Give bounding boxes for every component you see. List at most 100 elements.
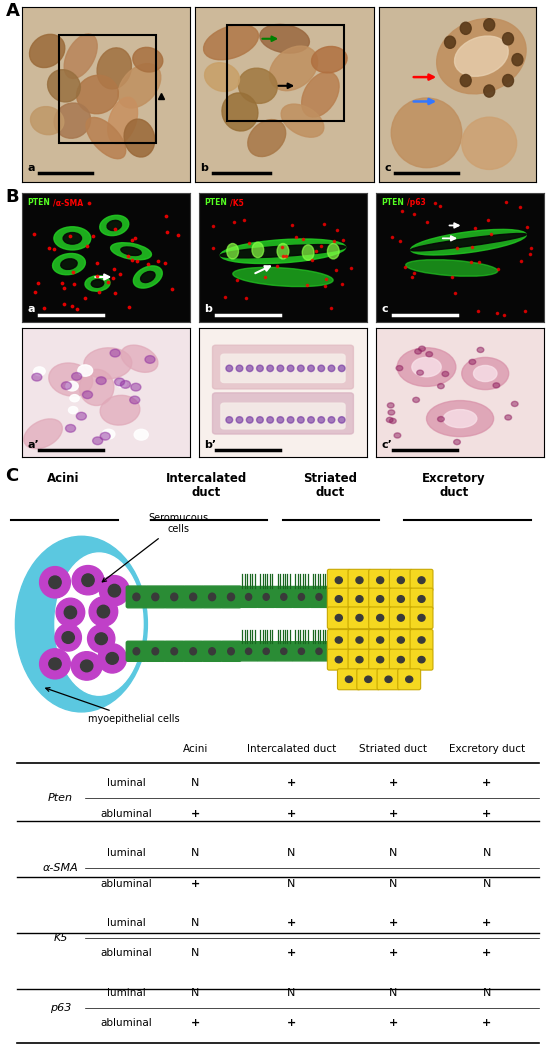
Ellipse shape	[226, 417, 233, 423]
Point	[423, 213, 432, 230]
Ellipse shape	[64, 606, 76, 619]
Point	[273, 258, 282, 275]
Point	[307, 251, 316, 268]
Ellipse shape	[493, 383, 500, 388]
Ellipse shape	[411, 229, 526, 254]
FancyBboxPatch shape	[164, 641, 184, 661]
Ellipse shape	[377, 637, 384, 643]
Text: Pten: Pten	[48, 793, 73, 804]
Ellipse shape	[145, 356, 155, 363]
Point	[388, 228, 397, 245]
Ellipse shape	[78, 365, 92, 376]
Ellipse shape	[133, 266, 162, 288]
Point	[50, 241, 58, 258]
Ellipse shape	[100, 432, 110, 440]
Text: A: A	[6, 2, 19, 20]
Ellipse shape	[49, 576, 61, 588]
Ellipse shape	[97, 48, 131, 89]
Ellipse shape	[106, 653, 118, 664]
Bar	[59, 35, 156, 144]
Point	[494, 260, 503, 277]
Point	[326, 300, 335, 317]
Ellipse shape	[236, 417, 243, 423]
Text: Acini: Acini	[183, 743, 208, 754]
Point	[338, 276, 346, 293]
Ellipse shape	[512, 401, 518, 407]
Ellipse shape	[385, 676, 392, 682]
FancyBboxPatch shape	[221, 354, 345, 382]
Ellipse shape	[86, 117, 126, 158]
FancyBboxPatch shape	[257, 586, 276, 607]
FancyBboxPatch shape	[327, 649, 350, 671]
Point	[409, 265, 418, 282]
Point	[282, 248, 290, 265]
Ellipse shape	[336, 615, 342, 621]
Point	[85, 194, 94, 211]
Ellipse shape	[418, 615, 425, 621]
Ellipse shape	[257, 365, 263, 372]
Ellipse shape	[389, 418, 396, 423]
Ellipse shape	[100, 215, 129, 235]
Ellipse shape	[277, 365, 284, 372]
Ellipse shape	[49, 363, 93, 396]
Ellipse shape	[397, 657, 404, 663]
Ellipse shape	[76, 412, 86, 420]
Point	[161, 207, 170, 224]
Point	[144, 256, 152, 272]
Text: N: N	[482, 879, 491, 888]
Ellipse shape	[512, 54, 523, 65]
Ellipse shape	[100, 576, 129, 606]
Ellipse shape	[97, 605, 109, 618]
Ellipse shape	[117, 380, 126, 388]
Text: +: +	[482, 809, 491, 818]
Point	[241, 289, 250, 306]
Text: N: N	[389, 987, 398, 998]
Ellipse shape	[228, 647, 234, 655]
Ellipse shape	[418, 657, 425, 663]
FancyBboxPatch shape	[410, 649, 433, 671]
Text: +: +	[287, 809, 296, 818]
Point	[407, 269, 416, 286]
Text: Intercalated duct: Intercalated duct	[247, 743, 336, 754]
FancyBboxPatch shape	[274, 642, 293, 661]
Text: +: +	[191, 1018, 200, 1029]
Point	[527, 240, 536, 257]
Ellipse shape	[418, 577, 425, 584]
Text: +: +	[389, 918, 398, 928]
Ellipse shape	[316, 593, 322, 600]
Ellipse shape	[298, 365, 304, 372]
Point	[277, 239, 286, 256]
Text: c: c	[381, 304, 388, 315]
Text: /p63: /p63	[407, 199, 426, 207]
Ellipse shape	[462, 357, 509, 390]
Point	[475, 253, 483, 270]
Ellipse shape	[356, 615, 363, 621]
Text: a: a	[27, 163, 35, 173]
Ellipse shape	[85, 276, 110, 291]
Text: luminal: luminal	[107, 987, 146, 998]
Point	[153, 252, 162, 269]
Ellipse shape	[24, 419, 62, 449]
Text: N: N	[287, 879, 296, 888]
FancyBboxPatch shape	[327, 588, 350, 610]
FancyBboxPatch shape	[274, 586, 293, 607]
Bar	[228, 24, 344, 120]
FancyBboxPatch shape	[212, 393, 354, 434]
Text: luminal: luminal	[107, 918, 146, 928]
Ellipse shape	[365, 676, 372, 682]
Ellipse shape	[208, 593, 216, 601]
Text: c’: c’	[381, 439, 392, 450]
Ellipse shape	[277, 417, 284, 423]
Ellipse shape	[336, 637, 342, 643]
Ellipse shape	[415, 348, 421, 354]
FancyBboxPatch shape	[410, 569, 433, 591]
Point	[470, 220, 479, 237]
Ellipse shape	[80, 660, 93, 672]
Ellipse shape	[54, 227, 91, 250]
Ellipse shape	[298, 593, 305, 600]
Point	[292, 228, 301, 245]
Text: Excretory duct: Excretory duct	[449, 743, 525, 754]
FancyBboxPatch shape	[368, 607, 392, 628]
Ellipse shape	[87, 625, 115, 653]
Ellipse shape	[443, 410, 477, 428]
